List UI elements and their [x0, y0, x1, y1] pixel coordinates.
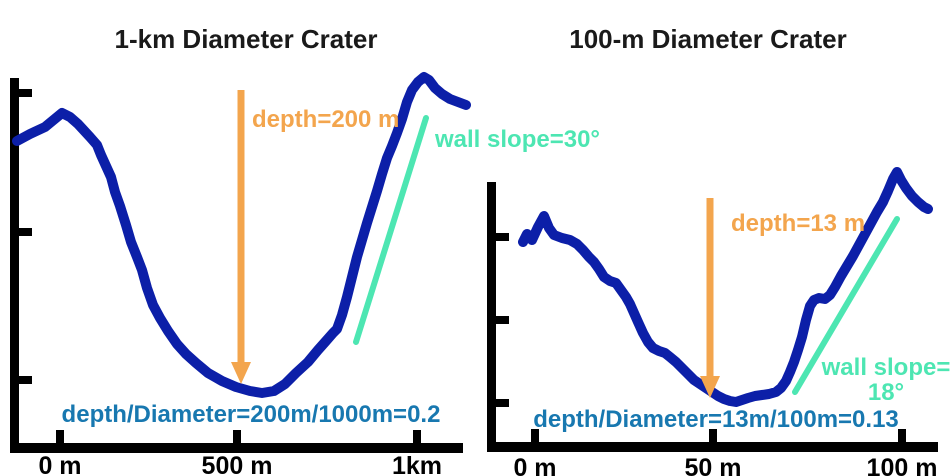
- left-crater-x-tick: [56, 430, 64, 444]
- right-crater-x-axis: [487, 442, 938, 452]
- right-crater-y-tick: [495, 399, 509, 407]
- right-crater-group: [487, 167, 938, 452]
- right-wall-slope-label: wall slope= 18°: [822, 355, 951, 405]
- left-depth-label: depth=200 m: [252, 106, 400, 133]
- right-depth-label: depth=13 m: [731, 210, 866, 237]
- left-crater-x-tick-label: 500 m: [201, 452, 273, 476]
- right-wall-slope-line2: 18°: [867, 379, 905, 406]
- right-crater-wall-slope-line: [792, 216, 900, 395]
- right-crater-depth-arrow-head: [700, 376, 720, 398]
- left-crater-wall-slope-line: [353, 115, 429, 345]
- left-crater-profile-line: [12, 72, 471, 398]
- right-crater-x-tick-label: 50 m: [684, 454, 742, 476]
- right-crater-profile-line: [518, 167, 933, 407]
- right-crater-x-tick: [531, 429, 539, 443]
- left-crater-y-axis: [10, 78, 19, 453]
- right-chart-title: 100-m Diameter Crater: [569, 24, 847, 54]
- right-wall-slope-line1: wall slope=: [821, 354, 951, 381]
- left-crater-y-tick: [18, 228, 32, 236]
- left-crater-x-axis: [10, 443, 463, 453]
- left-crater-x-tick-label: 1km: [391, 452, 443, 476]
- left-crater-depth-arrow-head: [231, 362, 251, 384]
- left-crater-x-tick-label: 0 m: [38, 452, 82, 476]
- right-crater-y-axis: [487, 182, 496, 452]
- right-crater-y-tick: [495, 233, 509, 241]
- right-crater-x-tick-label: 0 m: [513, 454, 557, 476]
- left-wall-slope-label: wall slope=30°: [435, 126, 601, 153]
- left-crater-group: [10, 72, 471, 453]
- right-crater-x-tick: [898, 429, 906, 443]
- right-crater-x-tick: [709, 429, 717, 443]
- left-chart-title: 1-km Diameter Crater: [114, 24, 378, 54]
- right-crater-y-tick: [495, 316, 509, 324]
- left-crater-x-tick: [233, 430, 241, 444]
- left-ratio-label: depth/Diameter=200m/1000m=0.2: [61, 401, 441, 428]
- left-crater-y-tick: [18, 376, 32, 384]
- right-ratio-label: depth/Diameter=13m/100m=0.13: [533, 406, 899, 433]
- left-crater-x-tick: [413, 430, 421, 444]
- left-crater-y-tick: [18, 89, 32, 97]
- right-crater-x-tick-label: 100 m: [866, 454, 938, 476]
